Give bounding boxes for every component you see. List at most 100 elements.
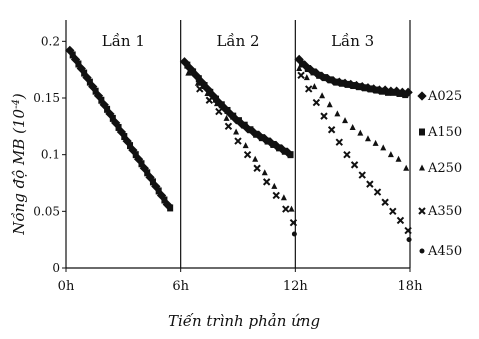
point-A150-37 xyxy=(299,60,306,68)
point-A150-52 xyxy=(385,88,392,96)
point-A350-10 xyxy=(289,218,298,227)
point-A250-21 xyxy=(364,135,371,142)
legend-marker-A350 xyxy=(418,207,426,215)
point-A150-25 xyxy=(224,106,231,114)
point-A250-11 xyxy=(288,205,295,212)
point-A350-15 xyxy=(327,126,336,134)
series-A450 xyxy=(291,231,412,243)
point-A150-34 xyxy=(276,144,283,152)
point-A350-23 xyxy=(389,207,397,216)
point-A250-13 xyxy=(303,74,310,81)
point-A350-6 xyxy=(253,164,261,172)
point-A250-16 xyxy=(326,101,333,108)
point-A150-17 xyxy=(167,204,174,212)
x-tick-label-1: 6h xyxy=(172,279,189,294)
series-A150 xyxy=(69,51,409,212)
point-A150-54 xyxy=(396,89,403,97)
point-A150-12 xyxy=(138,160,145,168)
point-A250-0 xyxy=(185,69,192,76)
y-axis-label: Nồng độ MB (10-4) xyxy=(10,93,28,236)
point-A150-7 xyxy=(109,114,116,122)
point-A150-50 xyxy=(373,86,380,94)
point-A150-46 xyxy=(350,82,357,90)
point-A350-17 xyxy=(343,150,351,159)
y-tick-label-2: 0.1 xyxy=(41,148,60,162)
point-A150-43 xyxy=(333,78,340,86)
point-A350-18 xyxy=(350,161,359,169)
point-A150-13 xyxy=(144,169,151,177)
point-A150-6 xyxy=(104,105,111,113)
point-A150-0 xyxy=(69,51,76,59)
point-A150-21 xyxy=(201,82,208,90)
point-A350-3 xyxy=(224,122,233,131)
point-A350-1 xyxy=(205,96,214,104)
point-A450-1 xyxy=(406,237,412,243)
legend-label-A450: A450 xyxy=(427,244,462,259)
point-A150-24 xyxy=(218,101,225,109)
point-A150-36 xyxy=(287,151,294,159)
y-axis-label-main: Nồng độ MB (10 xyxy=(10,108,28,235)
axes: 0 0.05 0.1 0.15 0.2 0h 6h 12h 18h xyxy=(33,20,423,294)
legend-label-A025: A025 xyxy=(427,89,462,104)
point-A350-20 xyxy=(366,180,374,188)
point-A350-13 xyxy=(312,98,321,107)
point-A350-24 xyxy=(396,216,405,225)
point-A350-19 xyxy=(358,171,366,179)
point-A250-23 xyxy=(380,144,387,151)
point-A250-8 xyxy=(261,169,268,176)
y-tick-label-4: 0.2 xyxy=(41,34,60,48)
point-A150-11 xyxy=(132,151,139,159)
point-A250-10 xyxy=(280,194,287,201)
point-A250-5 xyxy=(233,128,240,135)
point-A150-55 xyxy=(402,91,409,99)
point-A250-15 xyxy=(319,92,326,99)
x-tick-label-0: 0h xyxy=(58,279,75,294)
point-A150-26 xyxy=(230,112,237,120)
point-A150-20 xyxy=(195,75,202,83)
y-tick-label-1: 0.05 xyxy=(33,204,60,218)
point-A250-9 xyxy=(271,182,278,189)
point-A150-38 xyxy=(304,65,311,73)
point-A350-25 xyxy=(404,226,412,235)
point-A250-4 xyxy=(223,114,230,121)
series-A250 xyxy=(185,65,410,212)
data-points xyxy=(65,45,413,243)
point-A250-1 xyxy=(194,79,201,86)
point-A450-0 xyxy=(291,231,297,237)
point-A150-1 xyxy=(75,60,82,68)
point-A150-9 xyxy=(121,133,128,141)
point-A150-48 xyxy=(362,84,369,92)
segment-label-1: Lần 2 xyxy=(216,32,259,50)
point-A150-2 xyxy=(81,69,88,77)
point-A150-51 xyxy=(379,87,386,95)
point-A150-41 xyxy=(321,74,328,82)
point-A350-7 xyxy=(262,178,271,186)
point-A150-3 xyxy=(86,78,93,86)
segment-label-2: Lần 3 xyxy=(331,32,374,50)
point-A150-19 xyxy=(190,68,197,76)
point-A250-3 xyxy=(213,100,220,107)
point-A350-21 xyxy=(373,188,382,196)
legend-label-A350: A350 xyxy=(427,204,462,219)
series-A350 xyxy=(196,71,412,235)
point-A250-20 xyxy=(357,129,364,136)
point-A150-40 xyxy=(316,71,323,79)
point-A150-18 xyxy=(184,61,191,69)
point-A350-2 xyxy=(215,107,223,116)
point-A150-39 xyxy=(310,68,317,76)
point-A250-7 xyxy=(252,155,259,162)
point-A250-18 xyxy=(342,117,349,124)
segment-labels: Lần 1 Lần 2 Lần 3 xyxy=(102,32,374,50)
point-A150-8 xyxy=(115,123,122,131)
point-A350-16 xyxy=(335,138,343,146)
point-A150-23 xyxy=(213,95,220,103)
point-A150-33 xyxy=(270,140,277,148)
point-A350-12 xyxy=(305,85,313,93)
point-A150-22 xyxy=(207,88,214,96)
point-A150-27 xyxy=(235,117,242,125)
x-axis-label: Tiến trình phản ứng xyxy=(168,312,320,330)
legend-label-A250: A250 xyxy=(427,161,462,176)
y-tick-label-3: 0.15 xyxy=(33,91,60,105)
point-A250-22 xyxy=(372,139,379,146)
point-A150-31 xyxy=(258,134,265,142)
